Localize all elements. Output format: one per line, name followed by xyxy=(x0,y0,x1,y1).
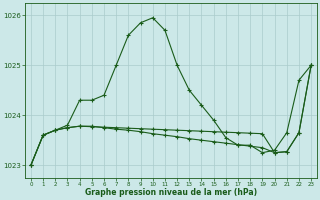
X-axis label: Graphe pression niveau de la mer (hPa): Graphe pression niveau de la mer (hPa) xyxy=(85,188,257,197)
